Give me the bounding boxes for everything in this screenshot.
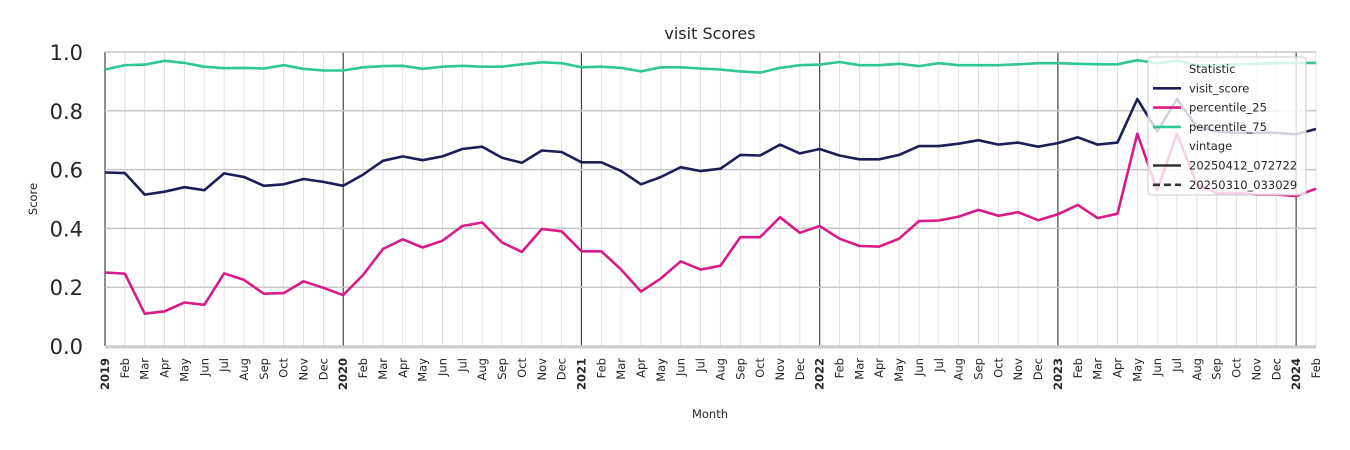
legend-item-label: percentile_75 xyxy=(1189,120,1267,134)
x-tick-month-label: Apr xyxy=(634,358,648,378)
x-tick-month-label: Dec xyxy=(793,358,807,380)
x-tick-year-label: 2023 xyxy=(1051,358,1065,390)
x-tick-month-label: Dec xyxy=(1031,358,1045,380)
x-tick-month-label: Sep xyxy=(972,358,986,380)
x-tick-month-label: Feb xyxy=(833,358,847,378)
x-tick-month-label: May xyxy=(892,358,906,382)
x-tick-month-label: Nov xyxy=(297,358,311,381)
y-axis-ticks: 0.0 0.2 0.4 0.6 0.8 1.0 xyxy=(50,41,83,359)
x-tick-month-label: Dec xyxy=(555,358,569,380)
series-line-percentile-25 xyxy=(104,132,1317,316)
grid-lines xyxy=(104,51,1317,349)
x-tick-month-label: Aug xyxy=(713,358,727,380)
x-tick-year-label: 2020 xyxy=(336,358,350,390)
x-tick-month-label: May xyxy=(177,358,191,382)
legend-vintage-label: 20250412_072722 xyxy=(1189,159,1297,173)
x-axis-label: Month xyxy=(692,407,728,421)
y-tick-label: 1.0 xyxy=(50,41,83,65)
x-tick-month-label: Aug xyxy=(237,358,251,380)
x-tick-month-label: Dec xyxy=(316,358,330,380)
legend-vintage-label: 20250310_033029 xyxy=(1189,178,1297,192)
legend-title-statistic: Statistic xyxy=(1189,62,1236,76)
y-tick-label: 0.4 xyxy=(50,217,83,241)
legend-title-vintage: vintage xyxy=(1189,139,1232,153)
series-line-percentile-75 xyxy=(104,58,1316,74)
x-tick-month-label: May xyxy=(416,358,430,382)
y-tick-label: 0.8 xyxy=(50,100,83,124)
x-tick-month-label: Jun xyxy=(912,358,926,377)
legend-item-label: visit_score xyxy=(1189,81,1249,95)
x-tick-month-label: Mar xyxy=(614,358,628,380)
x-tick-month-label: Oct xyxy=(1230,358,1244,378)
x-tick-month-label: Feb xyxy=(356,358,370,378)
x-tick-month-label: Jun xyxy=(674,358,688,377)
x-tick-month-label: Mar xyxy=(138,358,152,380)
x-tick-month-label: Oct xyxy=(753,358,767,378)
y-tick-label: 0.0 xyxy=(50,335,83,359)
y-tick-label: 0.6 xyxy=(50,159,83,183)
x-tick-month-label: Oct xyxy=(515,358,529,378)
x-tick-month-label: Feb xyxy=(118,358,132,378)
x-tick-month-label: Jun xyxy=(197,358,211,377)
x-tick-month-label: Nov xyxy=(773,358,787,381)
x-tick-month-label: Dec xyxy=(1269,358,1283,380)
x-tick-month-label: Apr xyxy=(872,358,886,378)
x-tick-month-label: Feb xyxy=(594,358,608,378)
x-tick-year-label: 2024 xyxy=(1289,358,1303,390)
legend-item-label: percentile_25 xyxy=(1189,101,1267,115)
x-tick-month-label: Aug xyxy=(1190,358,1204,380)
x-tick-month-label: Apr xyxy=(158,358,172,378)
x-tick-year-label: 2021 xyxy=(574,358,588,390)
x-tick-month-label: Nov xyxy=(1011,358,1025,381)
x-tick-year-label: 2022 xyxy=(813,358,827,390)
x-tick-month-label: Jun xyxy=(1150,358,1164,377)
x-tick-month-label: Oct xyxy=(991,358,1005,378)
x-tick-month-label: Aug xyxy=(475,358,489,380)
x-tick-month-label: Sep xyxy=(733,358,747,380)
y-axis-label: Score xyxy=(26,183,40,215)
x-tick-month-label: Apr xyxy=(1110,358,1124,378)
x-tick-month-label: May xyxy=(1130,358,1144,382)
x-tick-month-label: Aug xyxy=(952,358,966,380)
y-tick-label: 0.2 xyxy=(50,276,83,300)
x-tick-month-label: Oct xyxy=(277,358,291,378)
x-tick-month-label: Jul xyxy=(455,358,469,373)
x-tick-month-label: Nov xyxy=(535,358,549,381)
x-tick-month-label: Jun xyxy=(435,358,449,377)
x-tick-month-label: May xyxy=(654,358,668,382)
data-series xyxy=(104,58,1317,316)
x-tick-month-label: Jul xyxy=(1170,358,1184,373)
x-tick-month-label: Sep xyxy=(1210,358,1224,380)
x-tick-month-label: Mar xyxy=(1091,358,1105,380)
x-tick-month-label: Sep xyxy=(257,358,271,380)
x-axis-ticks: 2019 Feb Mar Apr May Jun Jul Aug Sep Oct Nov Dec 202… xyxy=(98,358,1323,390)
x-tick-month-label: Jul xyxy=(217,358,231,373)
x-tick-month-label: Jul xyxy=(694,358,708,373)
x-tick-month-label: Jul xyxy=(932,358,946,373)
x-tick-month-label: Feb xyxy=(1309,358,1323,378)
x-tick-month-label: Sep xyxy=(495,358,509,380)
x-tick-year-label: 2019 xyxy=(98,358,112,390)
x-tick-month-label: Feb xyxy=(1071,358,1085,378)
x-tick-month-label: Apr xyxy=(396,358,410,378)
legend-box xyxy=(1147,56,1307,196)
chart-title: visit Scores xyxy=(664,24,755,43)
legend: Statistic visit_score percentile_25percent… xyxy=(1147,56,1307,196)
x-tick-month-label: Nov xyxy=(1249,358,1263,381)
x-tick-month-label: Mar xyxy=(852,358,866,380)
series-line-visit-score xyxy=(104,97,1317,196)
x-tick-month-label: Mar xyxy=(376,358,390,380)
